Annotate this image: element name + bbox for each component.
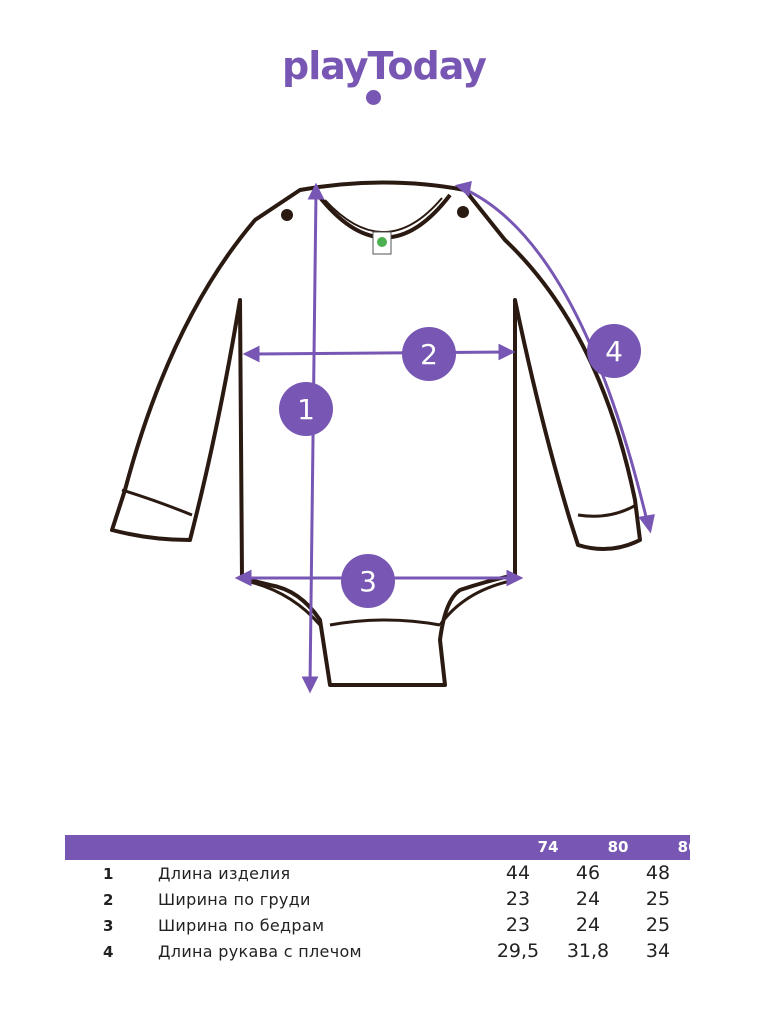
measure-lines — [234, 180, 655, 694]
row-label: Длина изделия — [158, 864, 291, 883]
row-number: 1 — [103, 865, 114, 883]
size-80: 80 — [607, 838, 629, 856]
arrowhead — [307, 182, 325, 200]
row-number: 2 — [103, 891, 114, 909]
marker-2: 2 — [402, 327, 456, 381]
measure-line-2 — [249, 350, 509, 356]
marker-1: 1 — [279, 382, 333, 436]
brand-logo: playToday — [282, 44, 487, 88]
row-label: Ширина по бедрам — [158, 916, 325, 935]
row-number: 3 — [103, 917, 114, 935]
row-value: 48 — [645, 862, 671, 884]
table-row: 2 Ширина по груди 23 24 25 — [65, 888, 690, 914]
row-value: 29,5 — [496, 940, 540, 962]
row-value: 24 — [575, 888, 601, 910]
arrowhead — [242, 345, 260, 363]
row-value: 25 — [645, 888, 671, 910]
row-value: 46 — [575, 862, 601, 884]
arrowhead — [638, 514, 655, 534]
size-74: 74 — [537, 838, 559, 856]
arrowhead — [454, 180, 472, 197]
row-number: 4 — [103, 943, 114, 961]
bodysuit-outline — [110, 180, 642, 687]
arrowhead — [301, 676, 319, 694]
marker-4: 4 — [587, 324, 641, 378]
arrowhead — [506, 569, 524, 587]
row-value: 34 — [645, 940, 671, 962]
size-table-header: 74 80 86 — [65, 835, 698, 860]
table-row: 3 Ширина по бедрам 23 24 25 — [65, 914, 690, 940]
arrowhead — [498, 343, 516, 361]
row-value: 44 — [505, 862, 531, 884]
measure-line-1 — [308, 191, 318, 687]
snap-button — [281, 209, 293, 221]
arrowhead — [234, 569, 252, 587]
row-value: 23 — [505, 888, 531, 910]
row-value: 25 — [645, 914, 671, 936]
row-label: Длина рукава с плечом — [158, 942, 362, 961]
table-row: 1 Длина изделия 44 46 48 — [65, 862, 690, 888]
size-86: 86 — [677, 838, 699, 856]
row-value: 24 — [575, 914, 601, 936]
row-label: Ширина по груди — [158, 890, 311, 909]
logo-dot — [366, 90, 381, 105]
row-value: 23 — [505, 914, 531, 936]
marker-3: 3 — [341, 554, 395, 608]
label-tag-logo — [377, 237, 387, 247]
row-value: 31,8 — [566, 940, 610, 962]
snap-button — [457, 206, 469, 218]
table-row: 4 Длина рукава с плечом 29,5 31,8 34 — [65, 940, 690, 966]
measure-line-4 — [461, 186, 650, 526]
